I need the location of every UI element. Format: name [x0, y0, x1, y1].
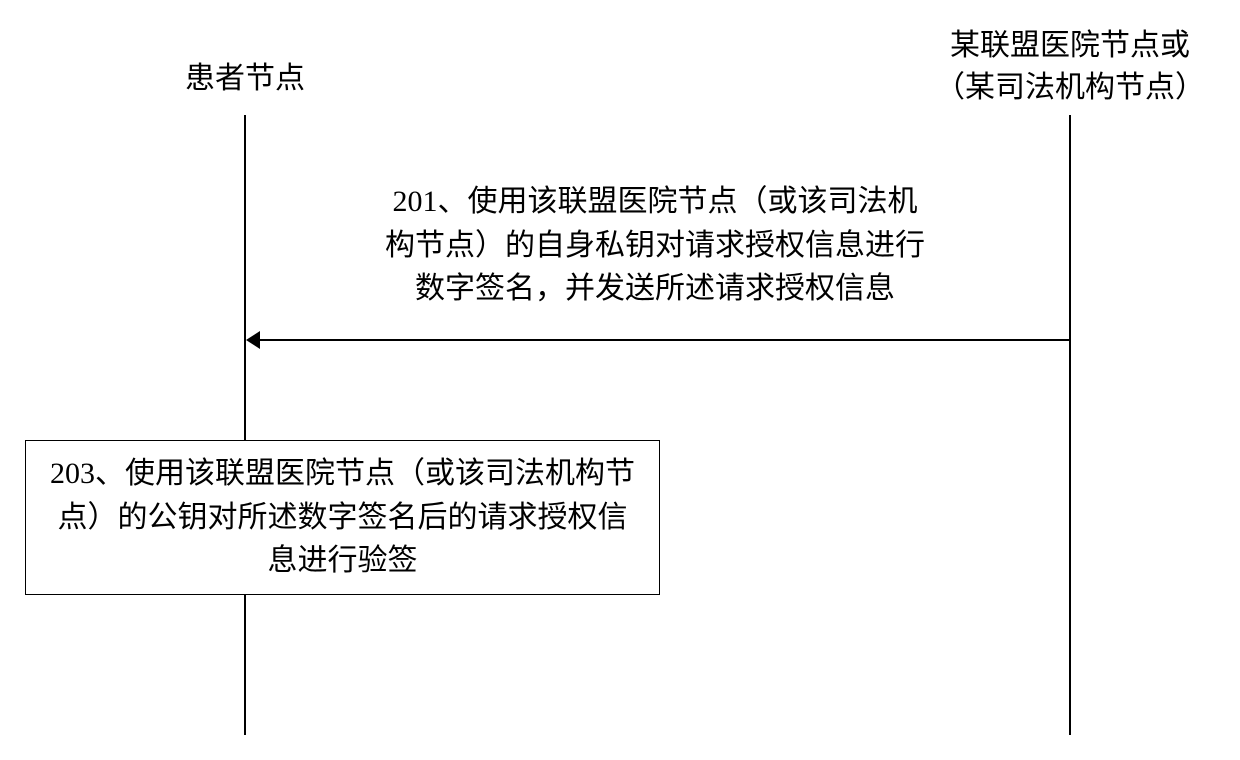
message-201-line2: 构节点）的自身私钥对请求授权信息进行	[330, 224, 980, 268]
lifeline-left	[244, 115, 246, 735]
participant-right-label: 某联盟医院节点或 （某司法机构节点）	[920, 25, 1220, 109]
process-203-content: 203、使用该联盟医院节点（或该司法机构节 点）的公钥对所述数字签名后的请求授权…	[50, 452, 635, 583]
participant-left-label: 患者节点	[145, 58, 345, 100]
message-201-line3: 数字签名，并发送所述请求授权信息	[330, 267, 980, 311]
message-201-text: 201、使用该联盟医院节点（或该司法机 构节点）的自身私钥对请求授权信息进行 数…	[330, 180, 980, 311]
message-201-arrow-head	[246, 331, 260, 349]
message-201-line1: 201、使用该联盟医院节点（或该司法机	[330, 180, 980, 224]
process-203-box: 203、使用该联盟医院节点（或该司法机构节 点）的公钥对所述数字签名后的请求授权…	[25, 440, 660, 595]
lifeline-right	[1069, 115, 1071, 735]
participant-left-text: 患者节点	[185, 62, 305, 95]
message-201-arrow-line	[258, 339, 1070, 341]
participant-right-text-line2: （某司法机构节点）	[920, 67, 1220, 109]
process-203-line3: 息进行验签	[50, 539, 635, 583]
process-203-line2: 点）的公钥对所述数字签名后的请求授权信	[50, 496, 635, 540]
participant-right-text-line1: 某联盟医院节点或	[920, 25, 1220, 67]
process-203-line1: 203、使用该联盟医院节点（或该司法机构节	[50, 452, 635, 496]
